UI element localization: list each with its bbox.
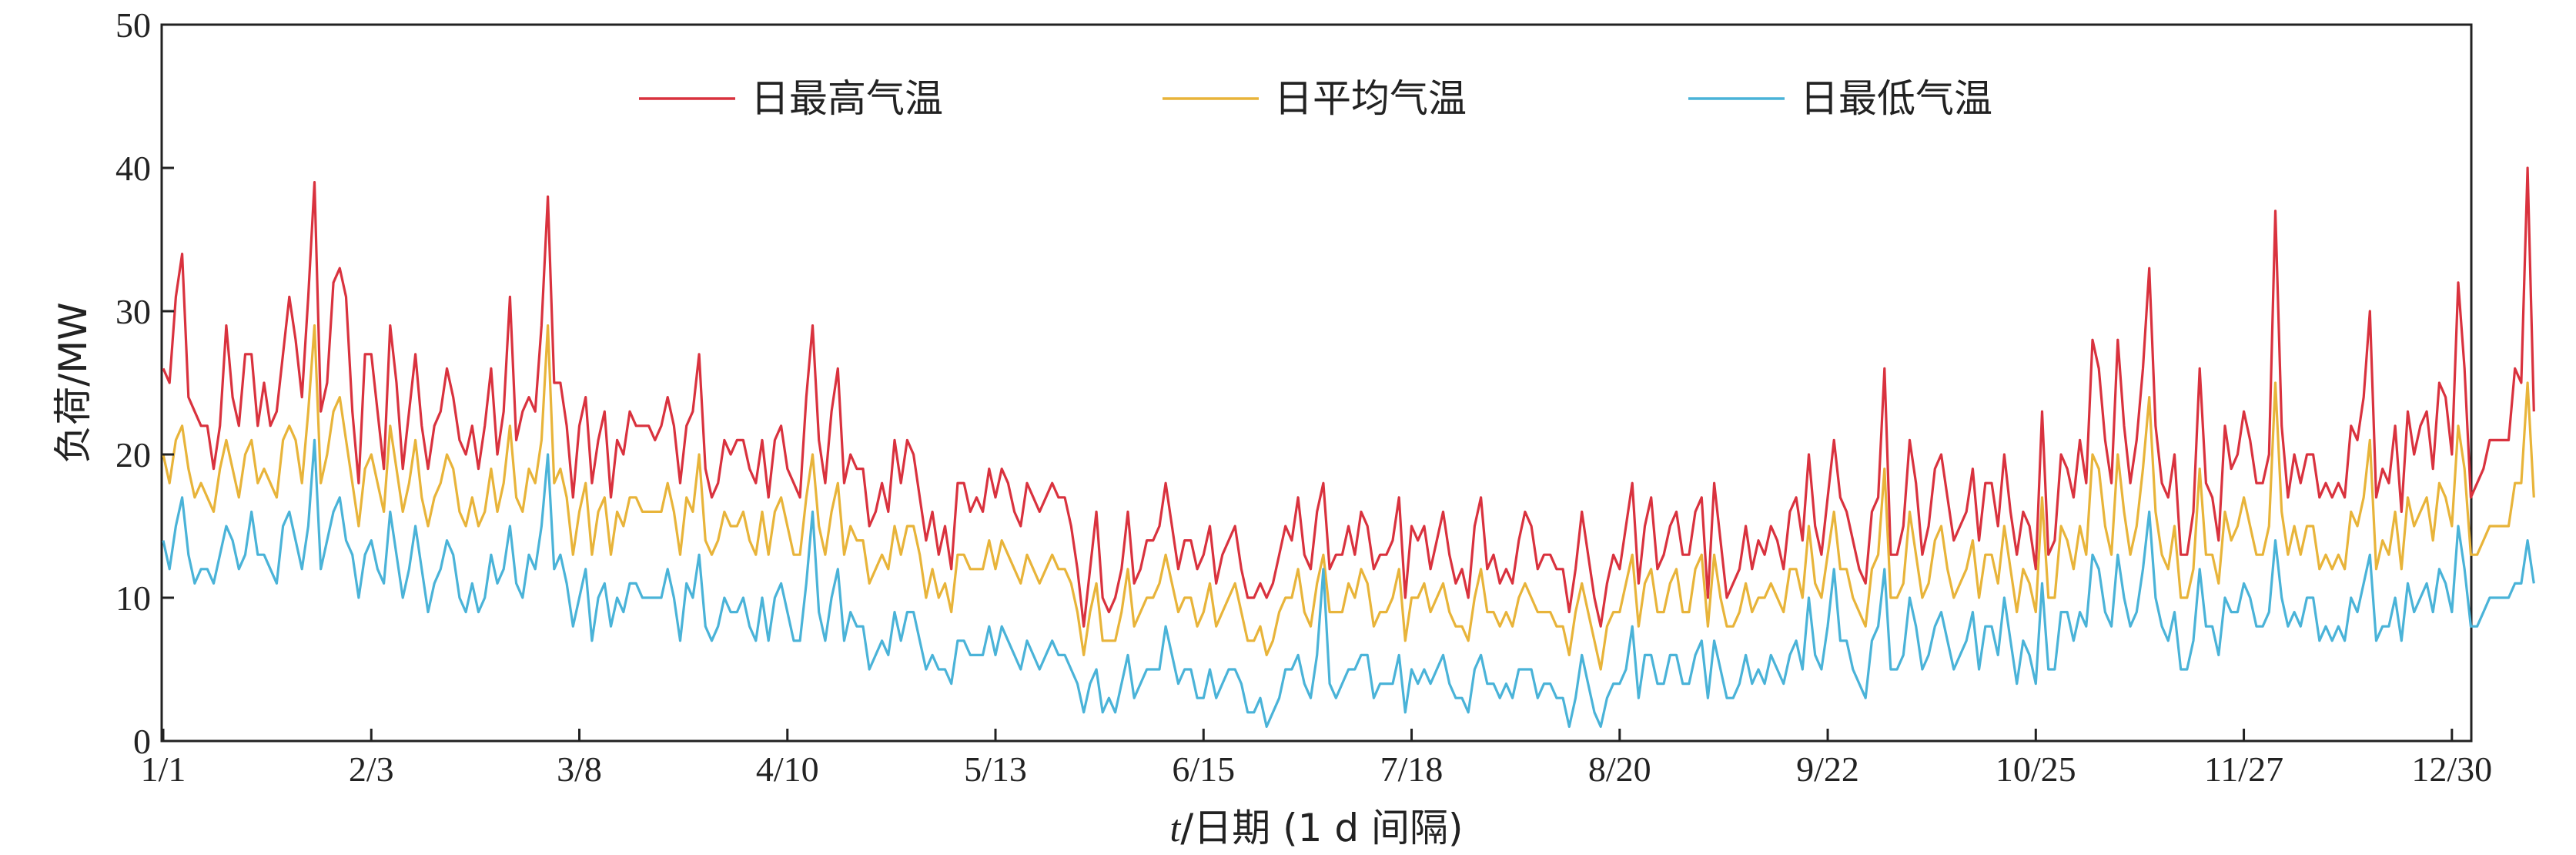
y-tick-label: 20 — [115, 435, 151, 474]
y-tick-label: 50 — [115, 5, 151, 45]
series-line-3 — [162, 438, 2535, 729]
x-tick-label: 12/30 — [2411, 749, 2492, 789]
x-axis: 1/1 2/3 3/8 4/10 5/13 6/15 7/18 8/20 9/22 10/25 11… — [141, 729, 2492, 789]
x-axis-title-variable: t — [1170, 806, 1182, 850]
x-tick-label: 9/22 — [1796, 749, 1859, 789]
legend: 日最高气温 日平均气温 日最低气温 — [639, 76, 1992, 121]
x-axis-title: t/日期 (1 d 间隔) — [1170, 806, 1464, 850]
x-tick-label: 7/18 — [1380, 749, 1444, 789]
plot-frame — [160, 23, 2473, 743]
y-tick-label: 10 — [115, 578, 151, 618]
y-tick-label: 40 — [115, 149, 151, 188]
x-tick-label: 10/25 — [1996, 749, 2076, 789]
x-tick-label: 8/20 — [1588, 749, 1651, 789]
y-tick-label: 0 — [133, 722, 151, 761]
y-axis-title: 负荷/MW — [51, 302, 95, 463]
legend-label-1: 日最高气温 — [751, 76, 943, 121]
x-tick-label: 11/27 — [2204, 749, 2283, 789]
x-tick-label: 4/10 — [756, 749, 819, 789]
legend-label-2: 日平均气温 — [1274, 76, 1467, 121]
x-tick-label: 1/1 — [141, 749, 186, 789]
legend-label-3: 日最低气温 — [1800, 76, 1992, 121]
series-line-2 — [162, 324, 2535, 671]
x-tick-label: 5/13 — [964, 749, 1027, 789]
y-axis: 0 10 20 30 40 50 — [115, 5, 174, 761]
x-tick-label: 6/15 — [1172, 749, 1235, 789]
x-tick-label: 2/3 — [349, 749, 394, 789]
y-tick-label: 30 — [115, 292, 151, 331]
series-layer — [162, 166, 2535, 729]
x-axis-title-text: /日期 (1 d 间隔) — [1180, 806, 1463, 850]
x-tick-label: 3/8 — [557, 749, 602, 789]
series-line-1 — [162, 166, 2535, 628]
